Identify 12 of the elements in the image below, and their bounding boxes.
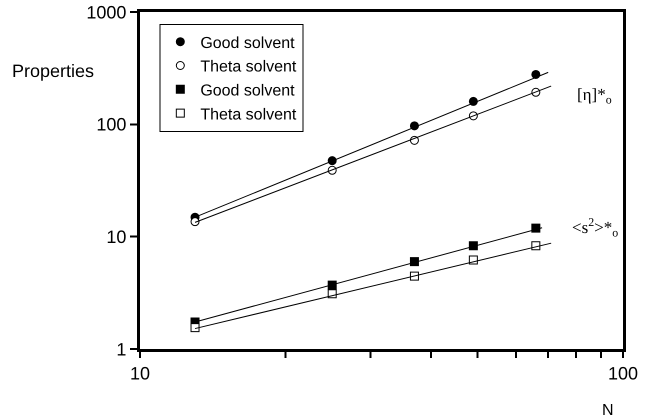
y-tick-label: 10 xyxy=(106,226,126,247)
legend-label: Theta solvent xyxy=(200,106,297,124)
legend-label: Good solvent xyxy=(200,34,296,52)
y-tick-label: 100 xyxy=(96,114,126,135)
y-axis-title: Properties xyxy=(12,61,94,81)
annotation: <s$^{2}$>*$_{o}$ xyxy=(572,215,618,240)
y-tick-label: 1 xyxy=(116,339,126,360)
annotation: [η]*$_{o}$ xyxy=(577,85,612,107)
y-tick-label: 1000 xyxy=(86,2,126,22)
legend-label: Theta solvent xyxy=(200,58,297,76)
legend-label: Good solvent xyxy=(200,82,296,100)
x-axis-title: N xyxy=(602,402,614,416)
